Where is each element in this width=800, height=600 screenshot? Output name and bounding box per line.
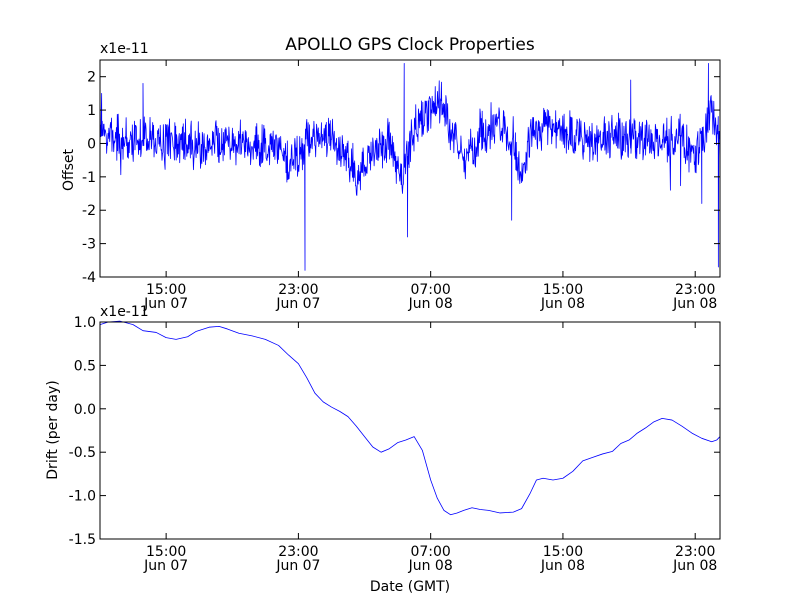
x-tick-date-label: Jun 08 (408, 296, 453, 312)
x-tick-time-label: 23:00 (278, 544, 318, 560)
x-tick-time-label: 23:00 (278, 282, 318, 298)
offset-series (99, 62, 721, 271)
offset-line (99, 62, 721, 271)
x-tick-time-label: 23:00 (675, 282, 715, 298)
y-tick-label: 0.0 (74, 402, 96, 418)
y-tick-label: -0.5 (69, 445, 96, 461)
y-tick-label: -1.5 (69, 532, 96, 548)
drift-y-axis-label: Drift (per day) (45, 380, 61, 479)
y-tick-label: 0 (87, 136, 96, 152)
x-tick-time-label: 15:00 (146, 282, 186, 298)
x-tick-date-label: Jun 07 (275, 296, 320, 312)
drift-line (99, 320, 721, 516)
x-tick-date-label: Jun 08 (408, 558, 453, 574)
x-tick-time-label: 07:00 (410, 544, 450, 560)
x-tick-time-label: 23:00 (675, 544, 715, 560)
offset-y-axis-label: Offset (61, 148, 77, 191)
y-tick-label: 1.0 (74, 315, 96, 331)
chart-title: APOLLO GPS Clock Properties (285, 35, 535, 55)
y-tick-label: -4 (82, 270, 96, 286)
x-tick-date-label: Jun 07 (143, 558, 188, 574)
x-tick-date-label: Jun 08 (540, 296, 585, 312)
y-tick-label: -3 (82, 237, 96, 253)
y-tick-label: -2 (82, 203, 96, 219)
y-tick-label: -1 (82, 170, 96, 186)
drift-panel: x1e-11 Drift (per day) Date (GMT) -1.5 -1… (45, 304, 721, 595)
drift-series (99, 320, 721, 516)
drift-panel-exponent-label: x1e-11 (100, 304, 149, 320)
x-tick-time-label: 07:00 (410, 282, 450, 298)
x-tick-date-label: Jun 08 (540, 558, 585, 574)
offset-panel-frame (99, 59, 721, 278)
x-tick-date-label: Jun 08 (672, 296, 717, 312)
x-tick-date-label: Jun 08 (672, 558, 717, 574)
offset-panel-exponent-label: x1e-11 (100, 41, 149, 57)
y-tick-label: -1.0 (69, 489, 96, 505)
y-tick-label: 0.5 (74, 358, 96, 374)
x-tick-date-label: Jun 07 (275, 558, 320, 574)
x-tick-date-label: Jun 07 (143, 296, 188, 312)
offset-panel: APOLLO GPS Clock Properties x1e-11 Offse… (61, 35, 721, 312)
y-tick-label: 1 (87, 103, 96, 119)
y-tick-label: 2 (87, 70, 96, 86)
x-tick-time-label: 15:00 (146, 544, 186, 560)
x-tick-time-label: 15:00 (543, 282, 583, 298)
x-tick-time-label: 15:00 (543, 544, 583, 560)
x-axis-label: Date (GMT) (370, 579, 450, 595)
drift-panel-frame (99, 321, 721, 540)
